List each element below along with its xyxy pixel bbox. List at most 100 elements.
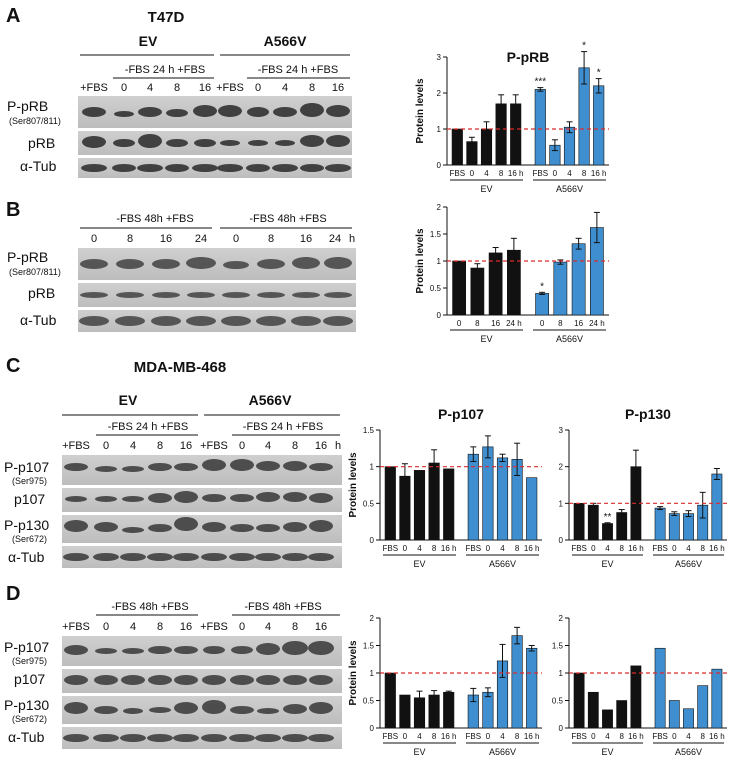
- bar: [482, 691, 494, 729]
- bar: [587, 504, 599, 541]
- x-tick-label: 16: [574, 319, 583, 328]
- y-tick-label: 0.5: [363, 499, 375, 508]
- b-a566v-treatment: -FBS 48h +FBS: [249, 213, 326, 225]
- lane-label: +FBS: [216, 82, 244, 94]
- x-tick-label: 8: [700, 732, 705, 741]
- chart-title: P-p130: [625, 406, 671, 422]
- x-tick-label: 8: [432, 732, 437, 741]
- x-tick-label: 4: [500, 544, 505, 553]
- y-axis-label: Protein levels: [348, 452, 359, 517]
- blot-row-label: P-p107: [4, 459, 49, 475]
- bar: [451, 128, 463, 166]
- bar: [593, 85, 605, 166]
- panel-a-letter: A: [6, 5, 20, 27]
- bar: [452, 260, 466, 316]
- significance-mark: *: [582, 41, 586, 52]
- x-tick-label: 16 h: [508, 169, 524, 178]
- x-tick-label: 4: [686, 544, 691, 553]
- blot-row-site: (Ser672): [12, 714, 47, 724]
- a-ev-treatment: -FBS 24 h +FBS: [125, 64, 205, 76]
- x-tick-label: 16 h: [591, 169, 607, 178]
- lane-label: 0: [121, 82, 127, 94]
- x-tick-label: 4: [567, 169, 572, 178]
- a-a566v-treatment: -FBS 24 h +FBS: [258, 64, 338, 76]
- x-tick-label: 4: [500, 732, 505, 741]
- bar: [526, 647, 538, 729]
- x-tick-label: 8: [499, 169, 504, 178]
- b-blot-labels: P-pRB (Ser807/811) pRB α-Tub: [7, 249, 61, 328]
- lane-label: 24: [195, 233, 207, 245]
- group-label: EV: [413, 559, 425, 569]
- a-a566v-label: A566V: [264, 33, 307, 49]
- significance-mark: ***: [534, 77, 546, 88]
- bar: [488, 252, 503, 316]
- group-label: A566V: [556, 184, 583, 194]
- lane-label: +FBS: [62, 621, 90, 633]
- x-tick-label: 8: [700, 544, 705, 553]
- group-label: A566V: [489, 559, 516, 569]
- x-tick-label: 0: [457, 319, 462, 328]
- lane-label: 8: [292, 621, 298, 633]
- x-tick-label: 16 h: [628, 732, 644, 741]
- lane-label: 4: [265, 440, 271, 452]
- group-label: A566V: [489, 747, 516, 757]
- bar: [553, 261, 568, 316]
- c-lane-labels: +FBS 0 4 8 16 +FBS 0 4 8 16 h: [62, 440, 341, 452]
- lane-label: 16: [199, 82, 211, 94]
- lane-label: +FBS: [80, 82, 108, 94]
- a-blot-strips: [78, 96, 352, 178]
- lane-label: 0: [91, 233, 97, 245]
- chart-title: P-pRB: [507, 49, 550, 65]
- x-tick-label: 8: [515, 544, 520, 553]
- y-axis-label: Protein levels: [348, 640, 359, 705]
- b-blot-strips: [78, 248, 356, 332]
- x-tick-label: 24 h: [506, 319, 522, 328]
- group-label: EV: [601, 747, 613, 757]
- lane-label: 16: [180, 440, 192, 452]
- x-tick-label: FBS: [571, 732, 587, 741]
- y-tick-label: 0.5: [363, 697, 375, 706]
- bar: [711, 668, 723, 729]
- y-tick-label: 2: [437, 203, 442, 212]
- blot-row-label: P-pRB: [7, 98, 48, 114]
- blot-row-label: P-p130: [4, 697, 49, 713]
- x-tick-label: 8: [619, 732, 624, 741]
- bar: [654, 507, 666, 541]
- bar: [654, 647, 666, 729]
- lane-label: 0: [103, 440, 109, 452]
- y-tick-label: 0: [370, 536, 375, 545]
- lane-label: 8: [157, 621, 163, 633]
- bar: [683, 513, 694, 541]
- bar: [616, 700, 628, 729]
- lane-label: 4: [130, 440, 136, 452]
- x-tick-label: FBS: [450, 169, 466, 178]
- chart-b-p-prb: Protein levels 0 0.5 1 1.5 2 0 8 16 24 h EV * 0 8 16 24…: [415, 203, 609, 344]
- lane-label: 8: [127, 233, 133, 245]
- y-tick-label: 3: [437, 53, 442, 62]
- lane-label: 0: [239, 440, 245, 452]
- bar: [526, 477, 538, 541]
- y-tick-label: 2: [559, 463, 564, 472]
- bar: [697, 685, 709, 729]
- x-tick-label: 0: [403, 544, 408, 553]
- y-tick-label: 1: [370, 463, 375, 472]
- blot-row-site: (Ser807/811): [9, 267, 61, 277]
- y-tick-label: 1.5: [430, 230, 442, 239]
- x-tick-label: 16 h: [628, 544, 644, 553]
- bar: [482, 446, 494, 541]
- lane-label: 0: [103, 621, 109, 633]
- significance-mark: *: [540, 281, 544, 292]
- group-label: A566V: [556, 334, 583, 344]
- bar: [535, 293, 549, 316]
- y-axis-label: Protein levels: [415, 228, 426, 293]
- y-tick-label: 1: [559, 669, 564, 678]
- x-tick-label: FBS: [466, 544, 482, 553]
- y-tick-label: 3: [559, 426, 564, 435]
- blot-row-site: (Ser975): [12, 476, 47, 486]
- bar: [602, 709, 613, 729]
- bar: [496, 457, 509, 541]
- blot-row-label: pRB: [28, 135, 55, 151]
